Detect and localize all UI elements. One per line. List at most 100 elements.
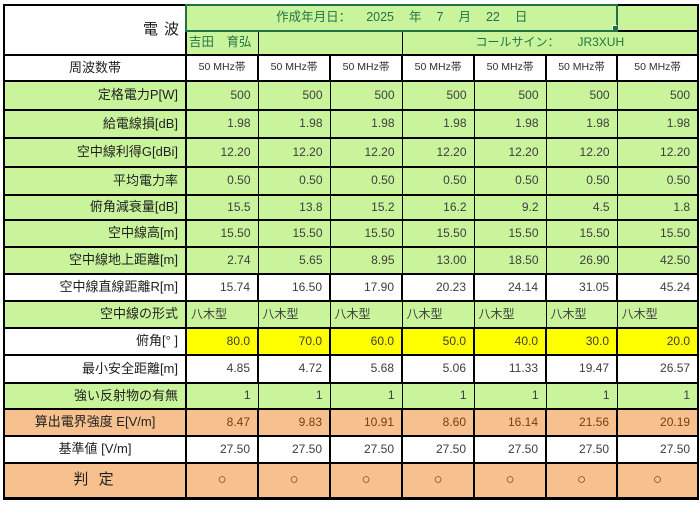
table-cell[interactable]: 50 MHz帯 <box>544 54 619 82</box>
table-cell[interactable]: 50 MHz帯 <box>257 54 331 82</box>
table-cell[interactable]: 26.57 <box>616 354 700 384</box>
table-cell[interactable]: 13.8 <box>257 194 331 221</box>
table-cell[interactable]: 12.20 <box>473 137 547 168</box>
table-cell[interactable]: 27.50 <box>473 435 547 464</box>
row-label-cell[interactable]: 判 定 <box>3 462 187 499</box>
table-cell[interactable]: 0.50 <box>185 166 259 196</box>
table-cell[interactable]: 5.68 <box>329 354 403 384</box>
table-cell[interactable]: 12.20 <box>257 137 331 168</box>
row-label-cell[interactable]: 周波数帯 <box>3 54 187 82</box>
table-cell[interactable]: 17.90 <box>329 273 403 302</box>
table-cell[interactable]: 15.74 <box>185 273 259 302</box>
table-cell[interactable]: 27.50 <box>329 435 403 464</box>
verdict-cell[interactable]: ○ <box>473 462 547 499</box>
row-label-cell[interactable]: 俯角[° ] <box>3 327 187 356</box>
table-cell[interactable]: 八木型 <box>401 300 475 329</box>
table-cell[interactable] <box>616 4 699 32</box>
table-cell[interactable]: 2.74 <box>185 246 259 275</box>
verdict-cell[interactable]: ○ <box>185 462 259 499</box>
table-cell[interactable]: 12.20 <box>616 137 699 168</box>
table-cell[interactable]: 500 <box>185 80 259 111</box>
table-cell[interactable]: 1.98 <box>329 109 403 139</box>
table-cell[interactable]: 15.50 <box>616 219 699 248</box>
table-cell[interactable]: 1 <box>329 382 403 410</box>
table-cell[interactable]: 42.50 <box>616 246 699 275</box>
selected-cell-date[interactable]: 作成年月日： 2025 年 7 月 22 日 <box>184 4 619 32</box>
table-cell[interactable]: 1 <box>616 382 699 410</box>
table-cell[interactable]: 10.91 <box>329 408 403 437</box>
row-label-cell[interactable]: 空中線利得G[dBi] <box>3 137 187 168</box>
table-cell[interactable]: 1 <box>185 382 259 410</box>
table-cell[interactable]: 4.85 <box>185 354 259 384</box>
row-label-cell[interactable]: 空中線高[m] <box>3 219 187 248</box>
table-cell[interactable]: 50 MHz帯 <box>473 54 547 82</box>
fill-handle[interactable] <box>611 25 617 29</box>
table-cell[interactable]: 5.06 <box>401 354 475 384</box>
table-cell[interactable]: 12.20 <box>545 137 618 168</box>
row-label-cell[interactable]: 俯角減衰量[dB] <box>3 194 187 221</box>
table-cell[interactable]: 30.0 <box>544 327 619 356</box>
verdict-cell[interactable]: ○ <box>544 462 619 499</box>
table-cell[interactable]: 15.5 <box>185 194 259 221</box>
table-cell[interactable]: 15.50 <box>545 219 618 248</box>
table-cell[interactable]: 18.50 <box>473 246 547 275</box>
table-cell[interactable]: 八木型 <box>616 300 699 329</box>
table-cell[interactable]: 0.50 <box>257 166 331 196</box>
table-cell[interactable]: 31.05 <box>544 273 619 302</box>
table-cell[interactable]: 12.20 <box>401 137 475 168</box>
row-label-cell[interactable]: 定格電力P[W] <box>3 80 187 111</box>
table-cell[interactable]: 11.33 <box>473 354 547 384</box>
table-cell[interactable]: 4.72 <box>257 354 331 384</box>
table-cell[interactable]: 1.98 <box>257 109 331 139</box>
table-cell[interactable]: 1.98 <box>401 109 475 139</box>
table-cell[interactable]: 16.50 <box>257 273 331 302</box>
table-cell[interactable]: 26.90 <box>545 246 618 275</box>
row-label-cell[interactable]: 強い反射物の有無 <box>3 382 187 410</box>
table-cell[interactable]: 8.47 <box>185 408 259 437</box>
table-cell[interactable]: 8.95 <box>329 246 403 275</box>
table-cell[interactable]: 1.8 <box>616 194 699 221</box>
table-cell[interactable]: 1 <box>473 382 547 410</box>
table-cell[interactable]: 八木型 <box>545 300 618 329</box>
row-label-cell[interactable]: 空中線地上距離[m] <box>3 246 187 275</box>
table-cell[interactable]: 15.50 <box>473 219 547 248</box>
table-cell[interactable]: 15.50 <box>329 219 403 248</box>
table-cell[interactable]: 5.65 <box>257 246 331 275</box>
table-cell[interactable]: 20.0 <box>616 327 700 356</box>
table-cell[interactable]: 12.20 <box>185 137 259 168</box>
table-cell[interactable]: 12.20 <box>329 137 403 168</box>
table-cell[interactable]: 八木型 <box>329 300 403 329</box>
table-cell[interactable]: 1 <box>401 382 475 410</box>
row-label-cell[interactable]: 基準値 [V/m] <box>3 435 187 464</box>
table-cell[interactable]: 21.56 <box>544 408 619 437</box>
row-label-cell[interactable]: 算出電界強度 E[V/m] <box>3 408 187 437</box>
table-cell[interactable]: 500 <box>329 80 403 111</box>
table-cell[interactable]: 60.0 <box>329 327 403 356</box>
table-cell[interactable]: 0.50 <box>401 166 475 196</box>
verdict-cell[interactable]: ○ <box>616 462 700 499</box>
row-label-cell[interactable]: 空中線直線距離R[m] <box>3 273 187 302</box>
table-cell[interactable] <box>257 30 403 56</box>
table-cell[interactable]: 24.14 <box>473 273 547 302</box>
table-cell[interactable]: 1.98 <box>545 109 618 139</box>
table-cell[interactable]: 0.50 <box>473 166 547 196</box>
table-cell[interactable]: 20.23 <box>401 273 475 302</box>
table-cell[interactable]: 15.50 <box>257 219 331 248</box>
sheet-title-cell[interactable]: 電波 <box>3 4 187 56</box>
table-cell[interactable]: 50 MHz帯 <box>616 54 700 82</box>
verdict-cell[interactable]: ○ <box>329 462 403 499</box>
row-label-cell[interactable]: 給電線損[dB] <box>3 109 187 139</box>
operator-name-cell[interactable]: 吉田 育弘 <box>185 30 259 56</box>
table-cell[interactable]: 27.50 <box>401 435 475 464</box>
table-cell[interactable]: 0.50 <box>545 166 618 196</box>
row-label-cell[interactable]: 平均電力率 <box>3 166 187 196</box>
table-cell[interactable]: 0.50 <box>616 166 699 196</box>
row-label-cell[interactable]: 最小安全距離[m] <box>3 354 187 384</box>
table-cell[interactable]: 40.0 <box>473 327 547 356</box>
table-cell[interactable]: 9.2 <box>473 194 547 221</box>
table-cell[interactable]: 500 <box>401 80 475 111</box>
table-cell[interactable]: 0.50 <box>329 166 403 196</box>
table-cell[interactable]: 1 <box>545 382 618 410</box>
callsign-cell[interactable]: コールサイン： JR3XUH <box>401 30 699 56</box>
table-cell[interactable]: 50 MHz帯 <box>401 54 475 82</box>
